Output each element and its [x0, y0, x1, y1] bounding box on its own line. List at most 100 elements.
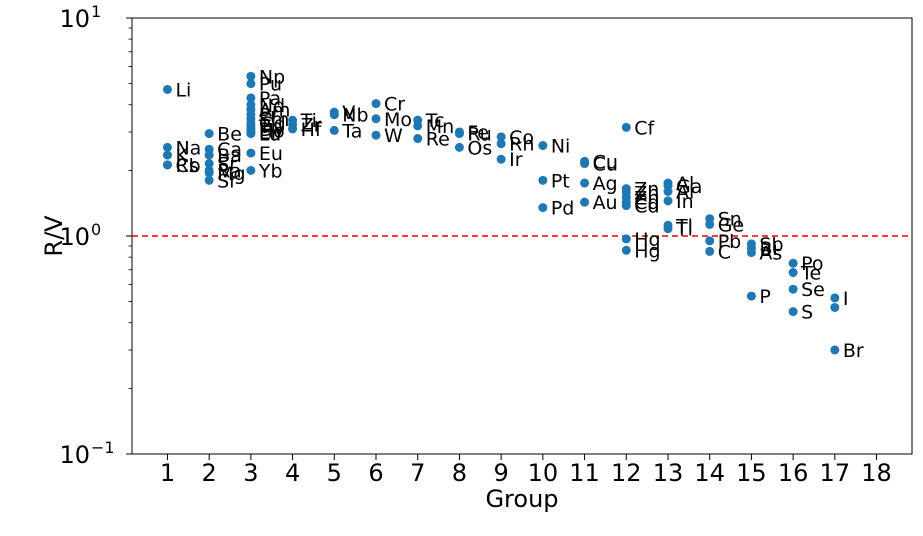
data-point	[204, 175, 214, 185]
point-label: Mn	[426, 116, 454, 138]
y-tick-exponent: 0	[91, 220, 101, 239]
point-label: V	[342, 102, 355, 124]
data-point	[496, 132, 506, 142]
data-point	[246, 165, 256, 175]
data-point	[621, 201, 631, 211]
point-label: Nd	[259, 95, 285, 117]
point-label: Ti	[300, 110, 317, 132]
point-label: Ca	[217, 139, 242, 161]
point-label: Pd	[551, 198, 575, 220]
point-label: Li	[175, 79, 191, 101]
point-label: Al	[676, 173, 694, 195]
point-label: Ge	[718, 214, 744, 236]
point-label: Ag	[593, 173, 618, 195]
data-point	[246, 79, 256, 89]
point-label: Te	[800, 263, 821, 285]
data-point	[371, 99, 381, 109]
data-point	[663, 224, 673, 234]
point-label: Co	[509, 127, 534, 149]
point-label: Po	[801, 253, 823, 275]
data-point	[371, 130, 381, 140]
point-label: Cd	[634, 196, 659, 218]
point-label: Ba	[217, 145, 242, 167]
data-point	[538, 203, 548, 213]
data-point	[162, 160, 172, 170]
data-point	[204, 159, 214, 169]
x-tick-label: 10	[528, 459, 559, 487]
data-point	[788, 307, 798, 317]
data-point	[746, 248, 756, 258]
data-point	[830, 345, 840, 355]
y-tick-exponent: −1	[91, 438, 115, 457]
point-label: Rb	[175, 155, 200, 177]
point-label: Ni	[551, 136, 571, 158]
data-point	[705, 246, 715, 256]
data-point	[162, 150, 172, 160]
point-label: Cu	[593, 154, 618, 176]
data-point	[621, 122, 631, 132]
point-label: Ru	[467, 124, 491, 146]
y-tick-label: 10	[59, 223, 90, 251]
point-label: Hg	[634, 240, 660, 262]
data-point	[288, 124, 298, 134]
data-point	[204, 150, 214, 160]
point-label: Sm	[259, 109, 290, 131]
point-label: I	[843, 288, 849, 310]
point-label: Ho	[259, 120, 285, 142]
point-label: Am	[259, 100, 291, 122]
x-tick-label: 17	[820, 459, 851, 487]
point-label: Rh	[509, 134, 534, 156]
x-tick-label: 1	[160, 459, 175, 487]
data-point	[246, 148, 256, 158]
data-point	[538, 175, 548, 185]
y-tick-exponent: 1	[91, 2, 101, 21]
x-tick-label: 2	[202, 459, 217, 487]
point-label: P	[759, 286, 770, 308]
point-label: Cu	[593, 151, 618, 173]
data-point	[580, 197, 590, 207]
data-point	[371, 114, 381, 124]
point-label: Os	[467, 137, 492, 159]
x-tick-label: 4	[285, 459, 300, 487]
x-tick-label: 18	[861, 459, 892, 487]
point-label: Tb	[258, 116, 283, 138]
data-point	[580, 178, 590, 188]
data-point	[454, 129, 464, 139]
point-label: Na	[175, 137, 201, 159]
point-label: Pu	[259, 74, 282, 96]
x-tick-label: 13	[653, 459, 684, 487]
point-label: Sr	[217, 170, 237, 192]
point-label: Be	[217, 124, 242, 146]
point-label: Zn	[634, 183, 659, 205]
x-tick-label: 8	[452, 459, 467, 487]
data-point	[830, 293, 840, 303]
point-label: Hg	[634, 229, 660, 251]
data-point	[788, 268, 798, 278]
point-label: Pr	[259, 105, 278, 127]
point-label: Cr	[384, 94, 405, 116]
point-label: Er	[259, 122, 279, 144]
data-point	[580, 159, 590, 169]
point-label: Tl	[675, 215, 693, 237]
data-point	[204, 168, 214, 178]
data-point	[663, 187, 673, 197]
point-label: As	[759, 243, 782, 265]
point-label: S	[801, 302, 813, 324]
point-label: Nb	[342, 105, 368, 127]
data-point	[246, 93, 256, 103]
data-point	[788, 284, 798, 294]
x-tick-label: 16	[778, 459, 809, 487]
scatter-points	[162, 71, 840, 355]
point-label: Au	[593, 192, 618, 214]
x-tick-label: 7	[410, 459, 425, 487]
x-tick-label: 14	[694, 459, 725, 487]
point-label: Eu	[259, 143, 283, 165]
data-point	[454, 142, 464, 152]
point-label: Cs	[175, 155, 198, 177]
point-label: Fe	[467, 122, 489, 144]
x-tick-label: 6	[368, 459, 383, 487]
point-label: Sb	[759, 234, 783, 256]
point-label: Bi	[759, 238, 777, 260]
